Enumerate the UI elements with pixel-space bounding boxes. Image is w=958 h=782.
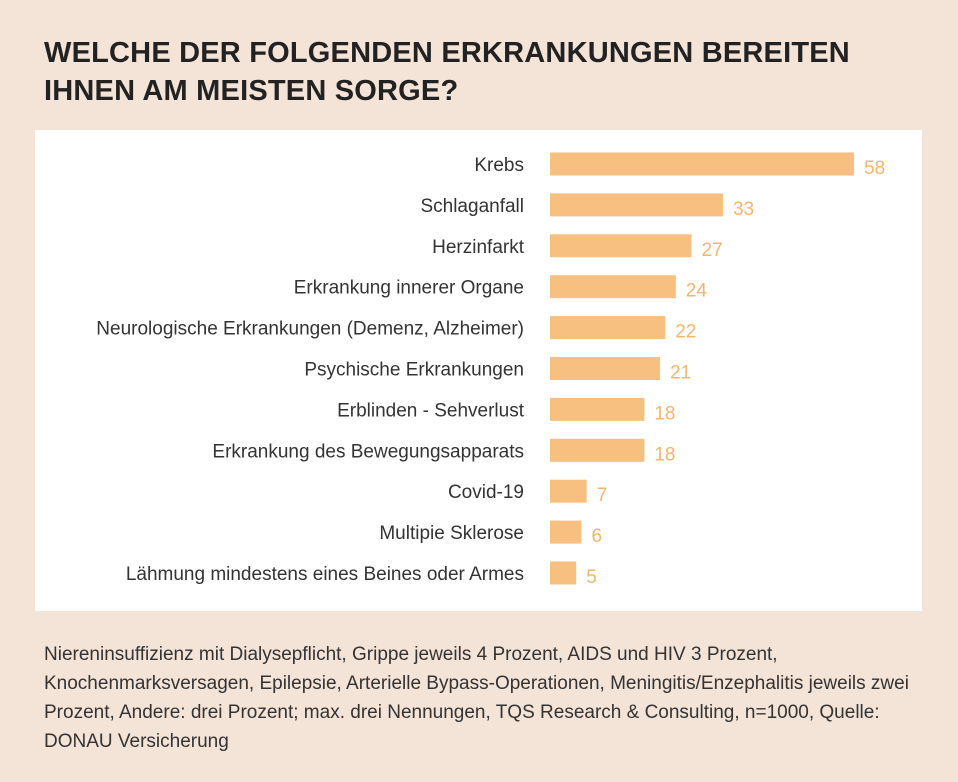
bar — [550, 479, 587, 503]
chart-panel: Krebs 58 Schlaganfall 33 Herzinfarkt 27 Erkran… — [35, 130, 922, 611]
value-label: 22 — [675, 322, 696, 343]
bar — [550, 397, 645, 421]
category-label: Erblinden - Sehverlust — [337, 400, 525, 421]
bar — [550, 275, 676, 299]
category-label: Psychische Erkrankungen — [304, 360, 524, 381]
value-label: 18 — [654, 444, 675, 465]
bar — [550, 520, 582, 544]
bar — [550, 357, 661, 380]
chart-footnote: Niereninsuffizienz mit Dialysepflicht, G… — [44, 644, 909, 752]
value-label: 5 — [586, 567, 597, 588]
value-label: 6 — [591, 526, 602, 547]
value-label: 33 — [733, 199, 754, 220]
category-label: Multipie Sklerose — [379, 523, 524, 544]
value-label: 18 — [654, 403, 675, 424]
category-label: Covid-19 — [448, 482, 524, 503]
bar — [550, 193, 723, 217]
bar — [550, 152, 854, 176]
bar — [550, 316, 666, 340]
bar — [550, 438, 645, 462]
value-label: 58 — [864, 158, 885, 179]
bar — [550, 234, 692, 258]
category-label: Lähmung mindestens eines Beines oder Arm… — [126, 564, 524, 585]
category-label: Herzinfarkt — [432, 237, 525, 258]
category-label: Neurologische Erkrankungen (Demenz, Alzh… — [96, 319, 524, 340]
category-label: Krebs — [474, 155, 524, 176]
bar — [550, 561, 577, 585]
category-label: Erkrankung des Bewegungsapparats — [212, 441, 524, 462]
chart-title: WELCHE DER FOLGENDEN ERKRANKUNGEN BEREIT… — [44, 37, 850, 107]
category-label: Erkrankung innerer Organe — [294, 278, 524, 299]
value-label: 24 — [686, 281, 708, 302]
bar-chart: Krebs 58 Schlaganfall 33 Herzinfarkt 27 Erkran… — [96, 152, 885, 588]
value-label: 7 — [597, 485, 608, 506]
value-label: 27 — [702, 240, 723, 261]
value-label: 21 — [670, 363, 691, 384]
category-label: Schlaganfall — [420, 196, 524, 217]
